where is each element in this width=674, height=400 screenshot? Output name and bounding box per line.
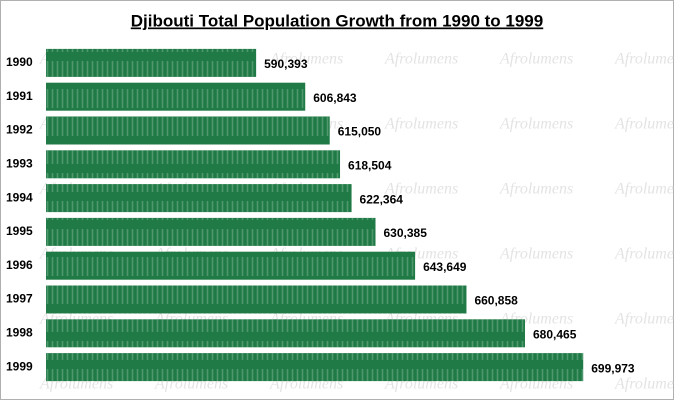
value-label: 630,385 — [383, 226, 427, 240]
bar-texture — [46, 150, 341, 179]
value-label: 622,364 — [360, 192, 404, 206]
watermark: Afrolumens — [269, 51, 343, 68]
y-tick-label: 1990 — [6, 55, 33, 69]
y-tick-label: 1994 — [6, 190, 33, 204]
value-label: 606,843 — [313, 91, 357, 105]
y-tick-label: 1995 — [6, 224, 33, 238]
value-label: 680,465 — [533, 327, 577, 341]
bar-texture — [46, 285, 467, 314]
y-tick-label: 1999 — [6, 359, 33, 373]
watermark: Afrolumens — [499, 116, 573, 133]
y-tick-label: 1993 — [6, 156, 33, 170]
watermark: Afrolumens — [614, 181, 674, 198]
watermark: Afrolumens — [499, 181, 573, 198]
bar-texture — [46, 82, 306, 111]
chart-title: Djibouti Total Population Growth from 19… — [131, 11, 543, 30]
bar-texture — [46, 353, 584, 382]
watermark: Afrolumens — [499, 51, 573, 68]
y-tick-label: 1998 — [6, 325, 33, 339]
y-tick-label: 1991 — [6, 89, 33, 103]
bar-texture — [46, 48, 257, 77]
watermark: Afrolumens — [614, 311, 674, 328]
watermark: Afrolumens — [614, 246, 674, 263]
bar-texture — [46, 319, 525, 348]
value-label: 643,649 — [423, 260, 467, 274]
watermark: Afrolumens — [614, 116, 674, 133]
y-tick-label: 1997 — [6, 292, 33, 306]
bar-texture — [46, 184, 352, 213]
bar-texture — [46, 251, 416, 280]
y-tick-label: 1992 — [6, 123, 33, 137]
bar-texture — [46, 217, 376, 246]
watermark: Afrolumens — [499, 246, 573, 263]
value-label: 590,393 — [264, 57, 308, 71]
watermark: Afrolumens — [614, 51, 674, 68]
bar-texture — [46, 116, 330, 145]
value-label: 615,050 — [338, 125, 382, 139]
value-label: 660,858 — [474, 294, 518, 308]
watermark: Afrolumens — [384, 51, 458, 68]
watermark: Afrolumens — [614, 376, 674, 393]
value-label: 699,973 — [591, 361, 635, 375]
y-tick-label: 1996 — [6, 258, 33, 272]
watermark: Afrolumens — [384, 181, 458, 198]
value-label: 618,504 — [348, 158, 392, 172]
watermark: Afrolumens — [384, 116, 458, 133]
